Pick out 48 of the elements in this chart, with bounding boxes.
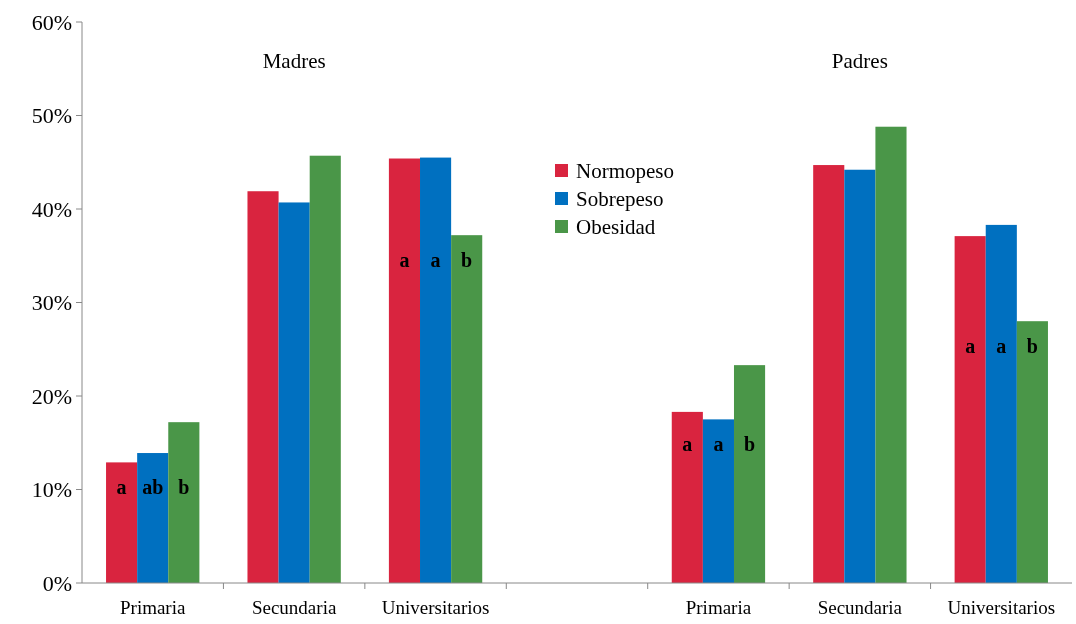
bar	[420, 157, 452, 583]
x-tick-label: Secundaria	[251, 597, 337, 618]
bar	[278, 202, 310, 583]
y-tick-label: 30%	[31, 290, 72, 316]
data-label: b	[1026, 335, 1038, 358]
bar	[137, 453, 169, 583]
data-label: a	[116, 476, 127, 499]
y-tick-label: 40%	[31, 196, 72, 222]
x-tick-label: Universitarios	[947, 597, 1056, 618]
y-tick-label: 0%	[42, 570, 72, 596]
data-label: b	[743, 433, 756, 456]
x-tick-label: Primaria	[685, 597, 752, 618]
bar	[875, 126, 907, 583]
bar	[954, 236, 986, 583]
x-tick-label: Secundaria	[817, 597, 903, 618]
bar	[451, 235, 483, 583]
data-label: a	[399, 249, 410, 272]
legend-label: Sobrepeso	[576, 187, 664, 212]
y-tick-label: 60%	[31, 9, 72, 35]
x-tick-label: Primaria	[120, 597, 186, 618]
x-tick-label: Universitarios	[381, 597, 490, 618]
bar	[671, 411, 703, 583]
y-tick-label: 50%	[31, 103, 72, 129]
annotation: Madres	[262, 49, 326, 73]
y-tick-label: 10%	[31, 477, 72, 503]
data-label: a	[430, 249, 441, 272]
bar	[247, 191, 279, 583]
data-label: a	[713, 433, 724, 456]
data-label: ab	[142, 476, 164, 499]
y-tick-label: 20%	[31, 383, 72, 409]
bar	[985, 224, 1017, 583]
bar	[844, 169, 876, 583]
data-label: b	[178, 476, 190, 499]
annotation: Padres	[831, 49, 888, 73]
data-label: b	[461, 249, 473, 272]
data-label: a	[996, 335, 1007, 358]
bar	[1016, 321, 1048, 583]
legend-label: Normopeso	[576, 159, 674, 184]
data-label: a	[965, 335, 976, 358]
bar	[388, 158, 421, 583]
bar	[702, 419, 734, 583]
data-label: a	[682, 433, 693, 456]
legend-label: Obesidad	[576, 215, 656, 240]
bar	[106, 462, 138, 583]
bar	[168, 422, 200, 583]
bar	[733, 365, 766, 583]
bar	[309, 155, 341, 583]
bar	[813, 165, 845, 583]
